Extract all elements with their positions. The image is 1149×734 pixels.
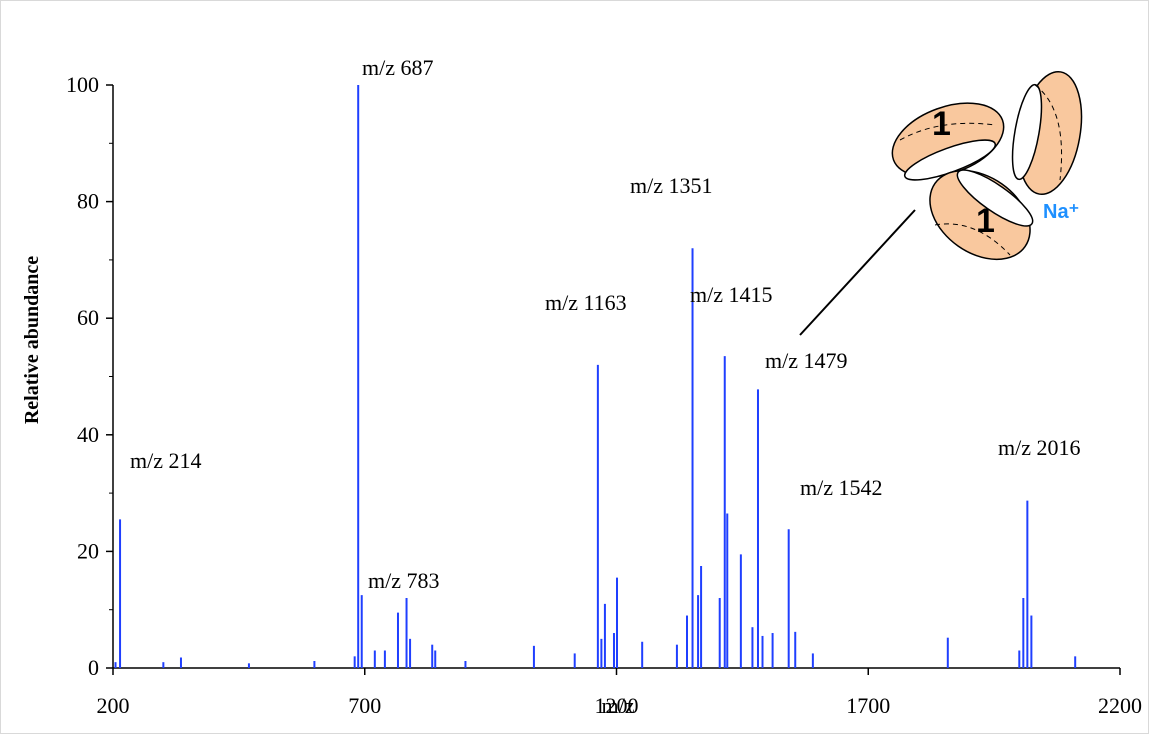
peak-annotation: m/z 214 bbox=[130, 448, 202, 473]
x-tick-label: 1700 bbox=[846, 693, 890, 718]
ion-label: Na⁺ bbox=[1043, 201, 1079, 223]
peak-annotation: m/z 1351 bbox=[630, 173, 713, 198]
peak-annotation: m/z 1415 bbox=[690, 282, 773, 307]
inset: 1 1 Na⁺ bbox=[799, 70, 1083, 336]
x-tick-label: 700 bbox=[348, 693, 381, 718]
peak-annotation: m/z 2016 bbox=[998, 435, 1081, 460]
x-tick-label: 2200 bbox=[1098, 693, 1142, 718]
peak-annotation: m/z 1542 bbox=[800, 475, 883, 500]
y-tick-label: 100 bbox=[66, 72, 99, 97]
x-tick-label: 200 bbox=[97, 693, 130, 718]
peak-annotation: m/z 1163 bbox=[545, 290, 627, 315]
pointer-line bbox=[799, 209, 916, 336]
ring-hole bbox=[956, 169, 1034, 227]
peak-annotation: m/z 687 bbox=[362, 55, 434, 80]
y-tick-label: 0 bbox=[88, 655, 99, 680]
ring-dash bbox=[899, 84, 1063, 256]
peak-annotation: m/z 783 bbox=[368, 568, 440, 593]
y-tick-label: 60 bbox=[77, 305, 99, 330]
y-tick-label: 80 bbox=[77, 189, 99, 214]
x-axis-label: m/z bbox=[602, 693, 635, 718]
y-tick-label: 40 bbox=[77, 422, 99, 447]
inset-label: 1 bbox=[932, 105, 951, 143]
x-tick-label: 1200 bbox=[595, 693, 639, 718]
y-axis-label: Relative abundance bbox=[21, 256, 43, 424]
y-tick-label: 20 bbox=[77, 538, 99, 563]
peak-annotation: m/z 1479 bbox=[765, 348, 848, 373]
inset-label: 1 bbox=[976, 202, 995, 240]
